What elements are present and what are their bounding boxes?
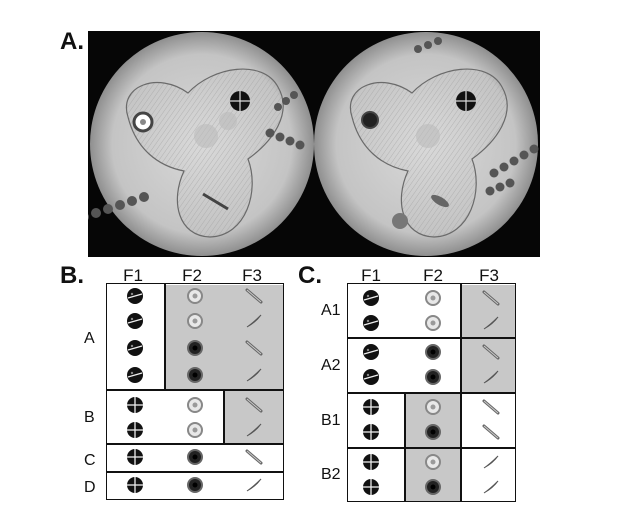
pale-round-icon [185, 311, 205, 331]
panel-c-divider [347, 337, 516, 339]
two-cell-icon [125, 311, 145, 331]
four-cell-icon [361, 422, 381, 442]
dark-round-icon [185, 338, 205, 358]
two-cell-icon [125, 286, 145, 306]
panel-c-divider [347, 392, 516, 394]
dark-round-icon [423, 477, 443, 497]
pale-round-icon [423, 313, 443, 333]
two-cell-icon [361, 313, 381, 333]
spindle-icon [244, 365, 264, 385]
panel-c-divider [347, 447, 516, 449]
panel-b-divider [164, 283, 166, 390]
microscope-fields-graphic [88, 32, 539, 256]
panel-c-col-f3: F3 [479, 266, 499, 285]
two-cell-icon [125, 338, 145, 358]
rod-icon [244, 395, 264, 415]
four-cell-icon [125, 447, 145, 467]
two-cell-icon [125, 365, 145, 385]
panel-b-row-c: C [84, 452, 96, 469]
rod-icon [481, 288, 501, 308]
dark-round-icon [423, 422, 443, 442]
panel-b-row-b: B [84, 409, 95, 426]
four-cell-icon [125, 475, 145, 495]
spindle-icon [481, 452, 501, 472]
panel-b-divider [106, 389, 284, 391]
pale-round-icon [423, 452, 443, 472]
microscope-field-left [88, 32, 314, 256]
spindle-icon [481, 367, 501, 387]
panel-b-col-f1: F1 [123, 266, 143, 285]
rod-icon [244, 447, 264, 467]
rod-icon [244, 338, 264, 358]
four-cell-icon [361, 477, 381, 497]
microscope-field-right [314, 32, 539, 256]
dark-round-icon [423, 367, 443, 387]
dark-round-icon [423, 342, 443, 362]
four-cell-icon [125, 395, 145, 415]
pale-round-icon [185, 395, 205, 415]
microscope-images [88, 31, 540, 257]
rod-icon [481, 397, 501, 417]
panel-b-shade-b [224, 390, 283, 443]
panel-b-divider [106, 471, 284, 473]
panel-b-col-f2: F2 [182, 266, 202, 285]
spindle-icon [244, 475, 264, 495]
dark-round-icon [185, 475, 205, 495]
rod-icon [244, 286, 264, 306]
panel-b-row-d: D [84, 479, 96, 496]
pale-round-icon [185, 286, 205, 306]
spindle-icon [244, 420, 264, 440]
four-cell-icon [361, 397, 381, 417]
rod-icon [481, 342, 501, 362]
panel-b-row-a: A [84, 330, 95, 347]
spindle-icon [481, 313, 501, 333]
panel-b-shade-a [165, 284, 283, 389]
panel-b-divider [223, 389, 225, 443]
panel-label-c: C. [298, 262, 322, 289]
two-cell-icon [361, 367, 381, 387]
pale-round-icon [423, 397, 443, 417]
panel-c-col-f2: F2 [423, 266, 443, 285]
panel-c-row-a1: A1 [321, 302, 341, 319]
panel-b-divider [106, 443, 284, 445]
two-cell-icon [361, 288, 381, 308]
panel-label-a: A. [60, 28, 84, 55]
two-cell-icon [361, 342, 381, 362]
panel-c-row-b1: B1 [321, 412, 341, 429]
panel-c-row-a2: A2 [321, 357, 341, 374]
panel-label-b: B. [60, 262, 84, 289]
panel-c-shade-a [461, 284, 515, 393]
spindle-icon [481, 477, 501, 497]
dark-round-icon [185, 447, 205, 467]
spindle-icon [244, 311, 264, 331]
four-cell-icon [125, 420, 145, 440]
panel-b-col-f3: F3 [242, 266, 262, 285]
dark-round-icon [185, 365, 205, 385]
panel-c-col-f1: F1 [361, 266, 381, 285]
four-cell-icon [361, 452, 381, 472]
panel-c-row-b2: B2 [321, 466, 341, 483]
pale-round-icon [185, 420, 205, 440]
rod-icon [481, 422, 501, 442]
pale-round-icon [423, 288, 443, 308]
